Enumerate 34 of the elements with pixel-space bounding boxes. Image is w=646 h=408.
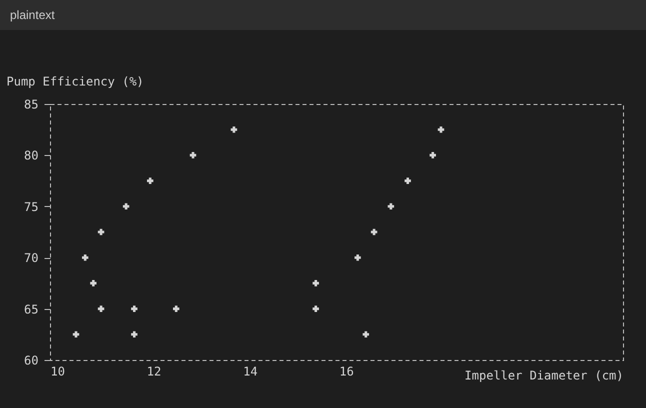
x-tick-label: 10 xyxy=(50,364,65,378)
point xyxy=(131,306,138,312)
y-tick-label: 85 xyxy=(24,98,38,112)
y-tick-label: 70 xyxy=(24,251,38,266)
point xyxy=(362,331,370,338)
y-tick-label: 60 xyxy=(24,354,38,368)
y-tick-label: 80 xyxy=(24,148,38,163)
point xyxy=(90,280,96,286)
y-tick-label: 75 xyxy=(24,200,38,214)
point xyxy=(98,228,104,236)
text: plaintext xyxy=(10,8,55,22)
point xyxy=(172,306,180,312)
point xyxy=(312,306,319,312)
point xyxy=(82,254,88,261)
point xyxy=(190,152,196,158)
point xyxy=(430,152,436,158)
point xyxy=(438,126,444,133)
point xyxy=(388,203,394,210)
point xyxy=(72,331,80,338)
x-tick-label: 12 xyxy=(146,364,162,378)
x-tick-label: 16 xyxy=(339,364,354,378)
point xyxy=(404,178,411,184)
y-axis-title: Pump Efficiency (%) xyxy=(6,74,144,88)
x-tick-label: 14 xyxy=(243,364,258,378)
point xyxy=(354,254,361,261)
point xyxy=(230,126,238,133)
point xyxy=(131,331,138,338)
point xyxy=(146,178,154,184)
point xyxy=(370,228,378,236)
y-tick-label: 65 xyxy=(24,302,38,316)
point xyxy=(312,280,319,286)
point xyxy=(122,203,130,210)
x-axis-title: Impeller Diameter (cm) xyxy=(464,368,624,382)
point xyxy=(98,306,104,312)
